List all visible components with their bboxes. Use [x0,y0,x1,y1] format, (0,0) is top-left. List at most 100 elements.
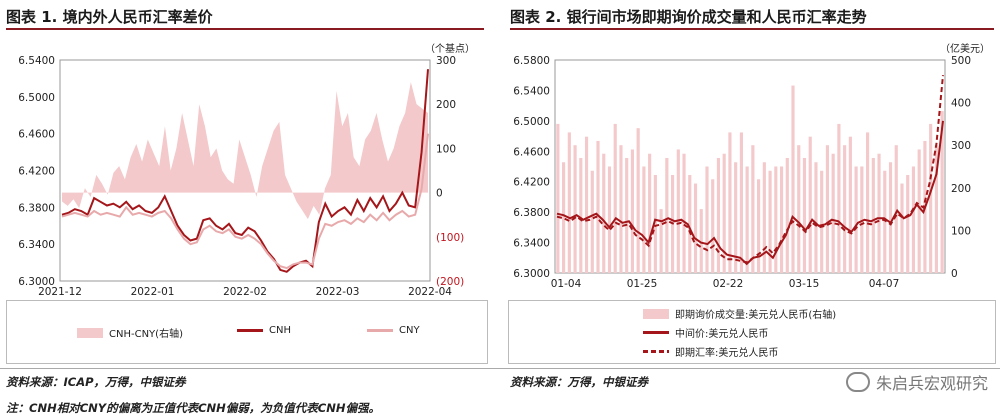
volume-bar [739,132,743,273]
volume-bar [934,145,938,273]
legend-cny: CNY [367,325,420,336]
series-area-cnh-cny [62,82,428,220]
volume-bar [911,166,916,273]
volume-bar [820,170,824,273]
volume-bar [906,175,910,273]
volume-bar [871,157,875,273]
x-tick-label: 02-22 [713,278,744,290]
legend-cnh: CNH [237,325,291,336]
x-tick-label: 2022-03 [316,286,360,296]
volume-bar [929,123,933,274]
volume-bar [734,162,738,273]
volume-bar [808,136,812,273]
source-separator [0,368,1000,369]
volume-bar [711,179,715,273]
y-left-tick-label: 6.3000 [18,276,55,288]
right-source: 资料来源：万得，中银证券 [510,375,648,389]
plot-frame [59,59,431,282]
y-right-tick-label: 300 [951,140,971,152]
volume-bar [607,166,612,273]
volume-bar [843,145,847,273]
left-chart-title: 图表 1. 境内外人民币汇率差价 [6,8,213,26]
y-right-tick-label: 400 [951,98,971,110]
right-title-underline [510,28,994,30]
volume-bar [865,132,870,273]
volume-bar [797,145,801,273]
series-line-中间价:美元兑人民币 [556,120,944,266]
volume-bar [625,157,629,273]
volume-bar [659,209,663,273]
y-right-tick-label: (100) [436,232,464,244]
y-left-tick-label: 6.5400 [513,85,550,97]
volume-bar [682,153,686,273]
volume-bar [562,162,566,273]
volume-bar [757,179,761,273]
y-right-tick-label: 300 [436,55,456,67]
volume-bar [825,145,830,273]
volume-bar [877,153,881,273]
volume-bar [590,170,594,273]
y-left-tick-label: 6.3400 [18,239,55,251]
legend-volume: 即期询价成交量:美元兑人民币(右轴) [643,306,836,321]
volume-bar [676,149,680,273]
volume-bar [774,166,778,273]
volume-bar [768,170,772,273]
volume-bar [854,166,858,273]
volume-bar [665,157,669,273]
volume-bar [602,153,606,273]
volume-bar [688,175,692,273]
y-right-tick-label: 200 [436,99,456,111]
y-left-tick-label: 6.3000 [513,268,550,280]
volume-bar [630,149,635,273]
right-axis-unit: （亿美元） [940,42,990,55]
legend-spot-rate: 即期汇率:美元兑人民币 [643,344,778,359]
volume-bar [785,157,789,273]
volume-bar [814,162,818,273]
volume-bar [728,132,732,273]
right-chart: 6.5800 6.5400 6.5000 6.4600 6.4200 6.3800 6.34… [513,42,990,290]
y-right-tick-label: (200) [436,276,464,288]
volume-bar [722,153,726,273]
volume-bar [619,145,623,273]
volume-bar [567,132,571,273]
volume-bar [917,149,921,273]
y-right-tick-label: 0 [436,188,443,200]
y-left-tick-label: 6.5000 [513,116,550,128]
volume-bar [745,166,749,273]
y-right-tick-label: 100 [951,225,971,237]
y-right-tick-label: 0 [951,268,958,280]
volume-bar [693,183,698,273]
y-left-tick-label: 6.3800 [513,207,550,219]
volume-bar [573,145,577,273]
legend-mid-price: 中间价:美元兑人民币 [643,325,768,340]
volume-bar [636,128,640,273]
x-tick-label: 2022-02 [223,286,267,296]
volume-bar [791,85,795,273]
y-left-tick-label: 6.4600 [513,146,550,158]
series-line-CNH [61,69,429,273]
volume-bar [883,170,887,273]
volume-bar [642,166,646,273]
y-left-tick-label: 6.5400 [18,55,55,67]
left-title-underline [6,28,484,30]
right-legend: 即期询价成交量:美元兑人民币(右轴) 中间价:美元兑人民币 即期汇率:美元兑人民… [508,300,996,364]
y-right-tick-label: 100 [436,143,456,155]
x-tick-label: 01-25 [627,278,658,290]
x-tick-label: 04-07 [869,278,900,290]
y-left-tick-label: 6.4600 [18,129,55,141]
y-right-tick-label: 200 [951,183,971,195]
volume-bar [848,136,852,273]
volume-bar [699,209,703,273]
volume-bar [831,153,835,273]
x-tick-label: 2022-04 [408,286,452,296]
y-left-tick-label: 6.3400 [513,238,550,250]
y-left-tick-label: 6.5000 [18,92,55,104]
x-tick-label: 03-15 [789,278,820,290]
left-legend: CNH-CNY(右轴) CNH CNY [6,300,488,364]
wechat-icon [845,372,870,392]
right-axis-unit: （个基点） [425,42,475,55]
series-line-CNY [61,133,429,270]
x-tick-label: 2021-12 [38,286,82,296]
series-line-即期汇率:美元兑人民币 [556,75,944,264]
volume-bar [579,157,583,273]
